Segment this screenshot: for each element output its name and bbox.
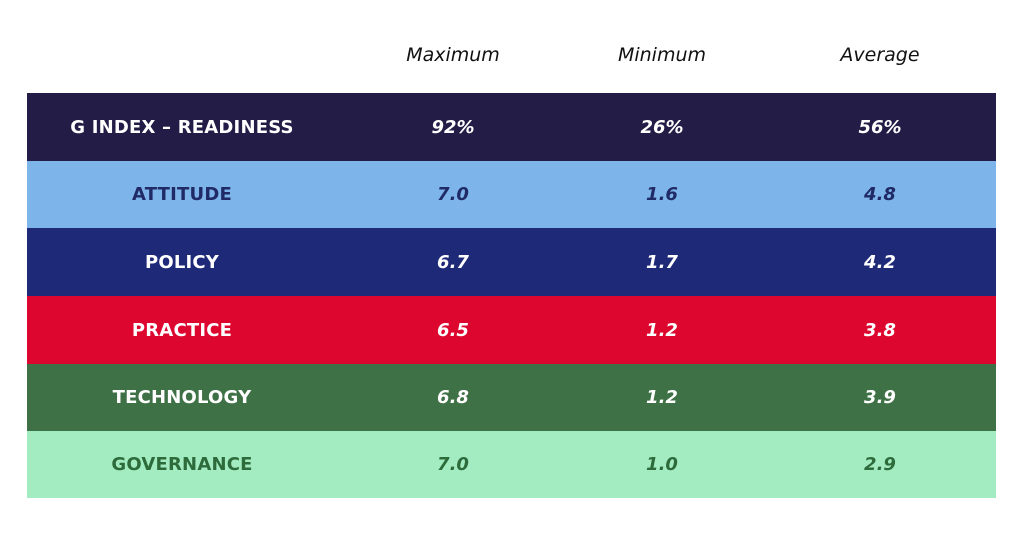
cell-average: 4.8: [864, 184, 896, 205]
table-row-attitude: ATTITUDE 7.0 1.6 4.8: [27, 161, 996, 228]
cell-minimum: 1.2: [646, 387, 678, 408]
cell-average: 4.2: [864, 251, 896, 273]
table-row-technology: TECHNOLOGY 6.8 1.2 3.9: [27, 364, 996, 431]
cell-maximum: 6.7: [437, 251, 469, 273]
cell-maximum: 7.0: [437, 454, 469, 475]
column-headers: Maximum Minimum Average: [0, 38, 1024, 72]
cell-average: 3.8: [864, 319, 896, 341]
row-label: G INDEX – READINESS: [70, 116, 294, 138]
cell-minimum: 1.0: [646, 454, 678, 475]
table-row-practice: PRACTICE 6.5 1.2 3.8: [27, 296, 996, 364]
column-header-minimum: Minimum: [617, 44, 707, 66]
column-header-average: Average: [840, 44, 920, 66]
column-header-maximum: Maximum: [406, 44, 500, 66]
readiness-table: G INDEX – READINESS 92% 26% 56% ATTITUDE…: [27, 93, 996, 498]
row-label: POLICY: [144, 251, 220, 273]
cell-maximum: 7.0: [437, 184, 469, 205]
table-row-governance: GOVERNANCE 7.0 1.0 2.9: [27, 431, 996, 498]
cell-average: 2.9: [864, 454, 896, 475]
row-label: GOVERNANCE: [111, 454, 253, 475]
cell-maximum: 6.5: [437, 319, 469, 341]
cell-minimum: 1.6: [646, 184, 678, 205]
cell-maximum: 92%: [431, 116, 475, 138]
table-row-policy: POLICY 6.7 1.7 4.2: [27, 228, 996, 296]
cell-maximum: 6.8: [437, 387, 469, 408]
table-row-g-index-readiness: G INDEX – READINESS 92% 26% 56%: [27, 93, 996, 161]
cell-minimum: 1.2: [646, 319, 678, 341]
cell-minimum: 26%: [640, 116, 684, 138]
cell-minimum: 1.7: [646, 251, 678, 273]
row-label: TECHNOLOGY: [112, 387, 252, 408]
row-label: PRACTICE: [131, 319, 233, 341]
cell-average: 3.9: [864, 387, 896, 408]
row-label: ATTITUDE: [132, 184, 232, 205]
cell-average: 56%: [858, 116, 902, 138]
